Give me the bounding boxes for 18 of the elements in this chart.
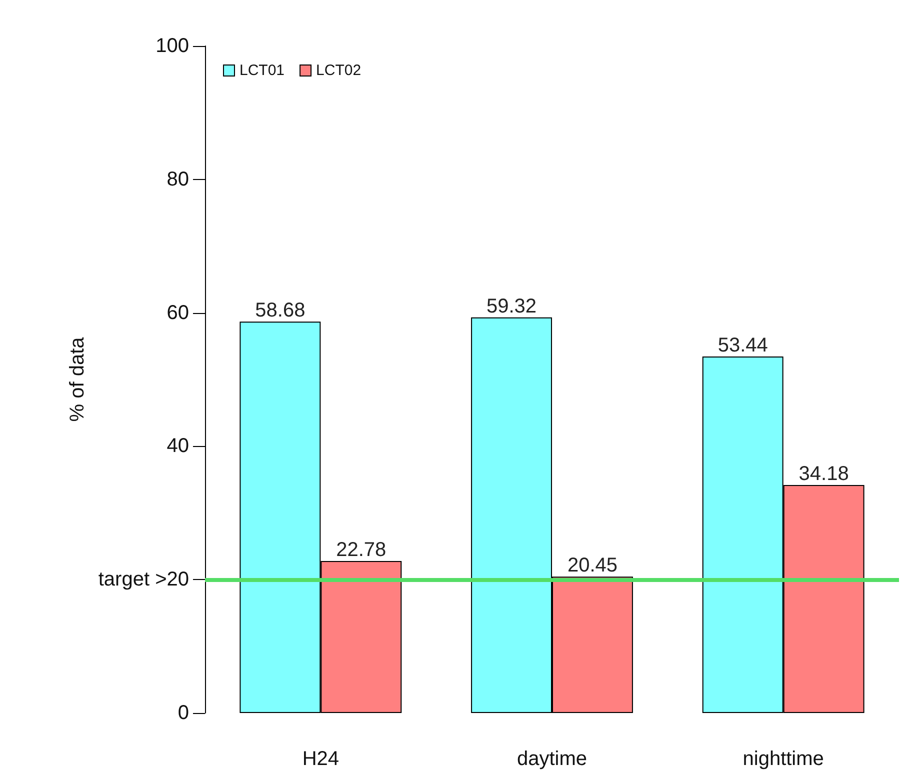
data-label: 53.44 bbox=[718, 334, 768, 357]
y-tick-label: 0 bbox=[178, 702, 189, 724]
y-tick-label: 40 bbox=[166, 435, 189, 458]
legend-label: LCT01 bbox=[240, 62, 285, 79]
x-tick-label: H24 bbox=[302, 748, 340, 770]
data-label: 22.78 bbox=[336, 539, 386, 562]
data-label: 58.68 bbox=[255, 300, 306, 322]
y-tick-label: 60 bbox=[166, 302, 189, 324]
x-tick-label: daytime bbox=[516, 748, 588, 770]
data-label: 20.45 bbox=[567, 554, 618, 577]
y-tick-label: target >20 bbox=[98, 568, 189, 591]
data-label: 59.32 bbox=[486, 295, 537, 318]
y-axis-title: % of data bbox=[66, 336, 88, 422]
x-tick-label: nighttime bbox=[742, 748, 824, 770]
y-tick-label: 100 bbox=[156, 35, 189, 57]
legend-label: LCT02 bbox=[316, 62, 362, 79]
y-tick-label: 80 bbox=[166, 168, 189, 190]
data-label: 34.18 bbox=[798, 463, 849, 486]
